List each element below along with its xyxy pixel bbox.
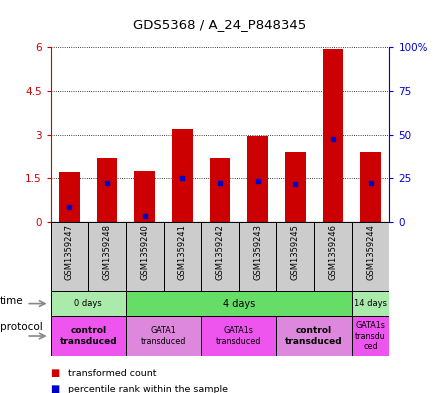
Text: ■: ■ — [51, 368, 60, 378]
Bar — [51, 291, 126, 316]
Bar — [201, 222, 239, 291]
Text: control
transduced: control transduced — [59, 326, 117, 346]
Text: percentile rank within the sample: percentile rank within the sample — [68, 385, 228, 393]
Text: ■: ■ — [51, 384, 60, 393]
Text: GSM1359242: GSM1359242 — [216, 224, 224, 280]
Text: GSM1359245: GSM1359245 — [291, 224, 300, 280]
Bar — [164, 222, 201, 291]
Text: GATA1
transduced: GATA1 transduced — [141, 326, 186, 346]
Text: protocol: protocol — [0, 322, 43, 332]
Bar — [352, 316, 389, 356]
Text: 0 days: 0 days — [74, 299, 102, 308]
Bar — [239, 222, 276, 291]
Bar — [285, 152, 306, 222]
Bar — [172, 129, 193, 222]
Text: GSM1359241: GSM1359241 — [178, 224, 187, 280]
Text: control
transduced: control transduced — [285, 326, 343, 346]
Text: GSM1359246: GSM1359246 — [328, 224, 337, 280]
Text: 14 days: 14 days — [354, 299, 387, 308]
Bar — [360, 152, 381, 222]
Text: time: time — [0, 296, 24, 305]
Text: GSM1359248: GSM1359248 — [103, 224, 112, 280]
Bar — [51, 316, 126, 356]
Bar — [59, 173, 80, 222]
Text: GATA1s
transdu
ced: GATA1s transdu ced — [355, 321, 386, 351]
Bar — [97, 158, 117, 222]
Text: GSM1359240: GSM1359240 — [140, 224, 149, 280]
Bar — [126, 291, 352, 316]
Bar — [276, 222, 314, 291]
Text: GATA1s
transduced: GATA1s transduced — [216, 326, 261, 346]
Bar — [126, 222, 164, 291]
Bar — [247, 136, 268, 222]
Bar — [201, 316, 276, 356]
Bar — [126, 316, 201, 356]
Bar — [88, 222, 126, 291]
Bar — [276, 316, 352, 356]
Bar — [134, 171, 155, 222]
Bar — [314, 222, 352, 291]
Bar — [323, 49, 343, 222]
Text: 4 days: 4 days — [223, 299, 255, 309]
Text: GSM1359244: GSM1359244 — [366, 224, 375, 280]
Text: transformed count: transformed count — [68, 369, 157, 378]
Text: GSM1359243: GSM1359243 — [253, 224, 262, 280]
Text: GDS5368 / A_24_P848345: GDS5368 / A_24_P848345 — [133, 18, 307, 31]
Bar — [352, 291, 389, 316]
Bar — [352, 222, 389, 291]
Bar — [209, 158, 231, 222]
Text: GSM1359247: GSM1359247 — [65, 224, 74, 280]
Bar — [51, 222, 88, 291]
